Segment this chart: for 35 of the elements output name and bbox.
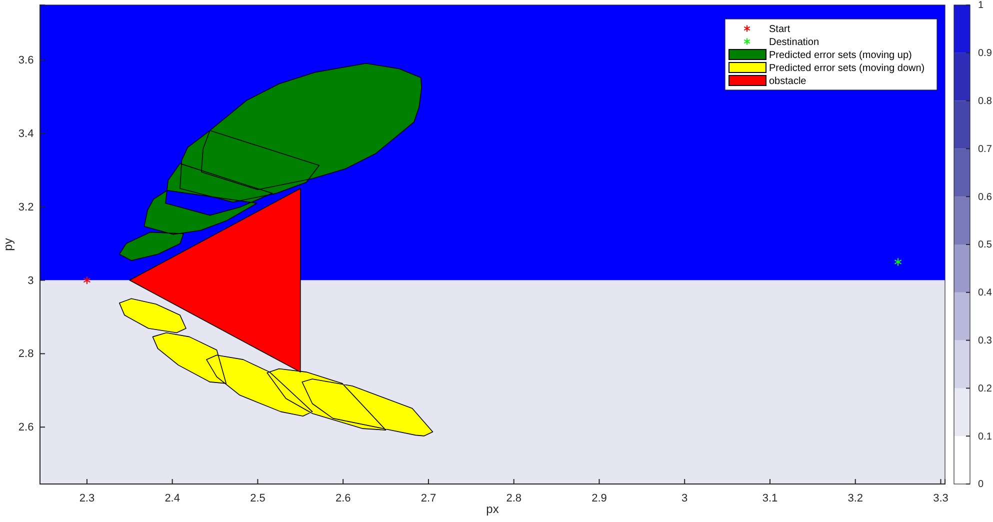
- y-tick-label: 3.6: [18, 54, 34, 67]
- x-tick-label: 2.5: [250, 492, 266, 504]
- color-bar-label: 1: [978, 0, 984, 12]
- legend-label: obstacle: [769, 76, 807, 87]
- color-bar-label: 0.2: [978, 383, 992, 394]
- legend-label: Destination: [769, 37, 820, 48]
- color-bar-label: 0.5: [978, 240, 992, 251]
- y-tick-label: 2.6: [18, 422, 34, 434]
- color-bar-label: 0.4: [978, 288, 992, 299]
- x-tick-label: 3.3: [933, 492, 948, 504]
- x-axis-title: px: [486, 502, 499, 516]
- x-tick-label: 3.2: [848, 492, 863, 504]
- color-bar-label: 0.9: [978, 48, 992, 60]
- y-axis-title: py: [1, 238, 15, 251]
- color-bar-label: 0.1: [978, 431, 992, 442]
- color-bar-label: 0: [978, 479, 984, 490]
- y-tick-label: 3: [28, 274, 34, 287]
- color-bar-label: 0.3: [978, 336, 992, 346]
- y-tick-label: 3.4: [18, 128, 34, 140]
- color-bar-label: 0.7: [978, 144, 992, 155]
- color-bar-label: 0.8: [978, 96, 992, 107]
- x-tick-label: 3: [682, 492, 688, 504]
- x-tick-label: 2.9: [592, 492, 607, 504]
- x-tick-label: 3.1: [762, 492, 778, 504]
- x-tick-label: 2.4: [164, 492, 180, 504]
- color-bar-label: 0.6: [978, 192, 992, 203]
- legend-label: Predicted error sets (moving down): [769, 63, 925, 74]
- legend-label: Predicted error sets (moving up): [769, 50, 912, 61]
- y-tick-label: 3.2: [18, 201, 34, 214]
- x-tick-label: 2.6: [335, 492, 351, 504]
- x-tick-label: 2.8: [506, 492, 522, 504]
- x-tick-label: 2.7: [420, 492, 436, 504]
- y-tick-label: 2.8: [18, 348, 34, 360]
- legend-label: Start: [769, 24, 790, 35]
- x-tick-label: 2.3: [79, 492, 95, 504]
